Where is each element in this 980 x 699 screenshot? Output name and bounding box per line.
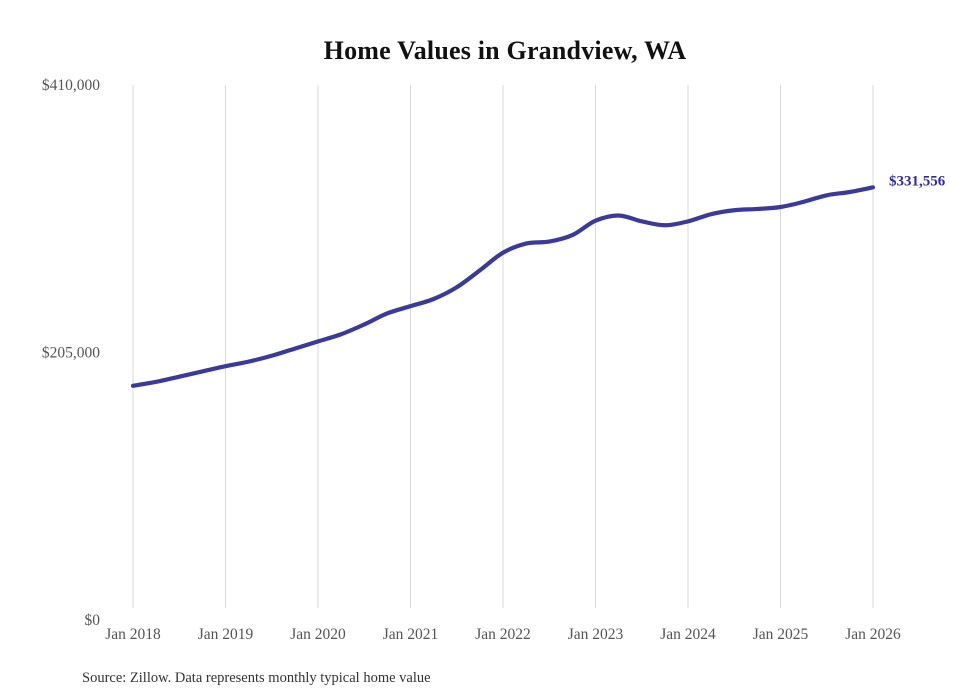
source-note: Source: Zillow. Data represents monthly … xyxy=(82,670,431,686)
x-axis-tick-labels: Jan 2018 Jan 2019 Jan 2020 Jan 2021 Jan 2022… xyxy=(105,626,901,643)
x-axis-tick-label: Jan 2026 xyxy=(845,626,901,643)
end-value-label: $331,556 xyxy=(889,173,946,189)
y-axis-tick-label: $205,000 xyxy=(42,345,100,362)
x-axis-tick-label: Jan 2021 xyxy=(383,626,439,643)
home-value-series-line xyxy=(130,185,876,388)
page-title: Home Values in Grandview, WA xyxy=(324,36,687,65)
x-axis-tick-label: Jan 2020 xyxy=(290,626,346,643)
y-axis-tick-labels: $410,000 $205,000 $0 xyxy=(42,77,100,629)
y-axis-tick-label: $410,000 xyxy=(42,77,100,94)
x-axis-tick-label: Jan 2019 xyxy=(198,626,254,643)
y-axis-tick-label: $0 xyxy=(85,612,101,629)
x-axis-tick-label: Jan 2018 xyxy=(105,626,161,643)
x-axis-tick-label: Jan 2024 xyxy=(660,626,716,643)
x-axis-tick-label: Jan 2023 xyxy=(568,626,624,643)
x-axis-tick-label: Jan 2022 xyxy=(475,626,531,643)
x-axis-tick-label: Jan 2025 xyxy=(753,626,809,643)
gridlines xyxy=(132,85,874,608)
